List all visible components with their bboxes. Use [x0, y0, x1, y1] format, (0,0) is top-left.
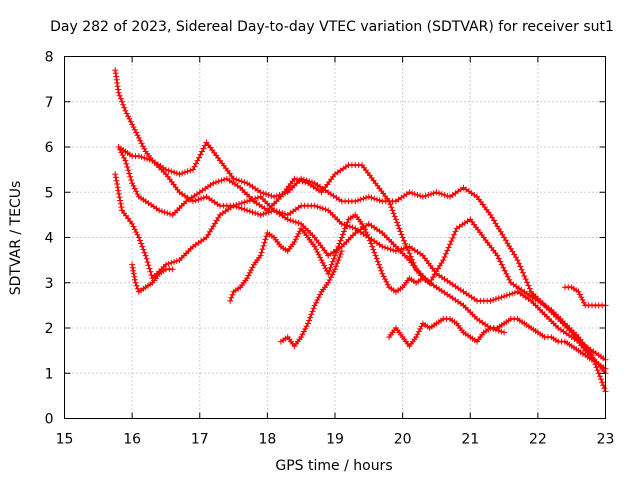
- x-tick-label: 21: [461, 432, 479, 448]
- y-tick-label: 3: [45, 276, 54, 292]
- data-point-markers: [129, 261, 176, 295]
- series-track-7: [277, 248, 345, 350]
- data-point-markers: [227, 211, 433, 304]
- y-tick-label: 2: [45, 321, 54, 337]
- x-tick-label: 19: [326, 432, 344, 448]
- x-axis-label: GPS time / hours: [275, 458, 392, 474]
- data-point-markers: [115, 144, 609, 395]
- chart-title: Day 282 of 2023, Sidereal Day-to-day VTE…: [50, 19, 614, 35]
- x-tick-label: 20: [394, 432, 412, 448]
- series-track-5: [129, 261, 176, 295]
- series-line: [117, 146, 607, 392]
- grid: [64, 56, 606, 419]
- y-tick-label: 1: [45, 366, 54, 382]
- x-tick-label: 15: [56, 432, 74, 448]
- x-tick-label: 18: [258, 432, 276, 448]
- x-tick-label: 16: [123, 432, 141, 448]
- data-point-markers: [277, 248, 345, 350]
- series-line: [280, 250, 343, 348]
- data-point-markers: [112, 171, 508, 336]
- plot-data: [112, 67, 609, 395]
- x-tick-label: 22: [529, 432, 547, 448]
- y-tick-label: 4: [45, 231, 54, 247]
- series-track-6: [227, 211, 433, 304]
- y-tick-label: 0: [45, 412, 54, 428]
- series-track-3: [115, 144, 609, 395]
- y-tick-label: 7: [45, 95, 54, 111]
- x-tick-label: 17: [191, 432, 209, 448]
- data-point-markers: [561, 284, 609, 309]
- series-line: [388, 317, 607, 370]
- series-track-9: [561, 284, 609, 309]
- series-track-8: [386, 315, 609, 372]
- y-tick-label: 5: [45, 185, 54, 201]
- y-tick-label: 8: [45, 50, 54, 66]
- y-axis-label: SDTVAR / TECUs: [8, 181, 24, 296]
- x-tick-label: 23: [597, 432, 615, 448]
- y-tick-label: 6: [45, 140, 54, 156]
- data-point-markers: [386, 315, 609, 372]
